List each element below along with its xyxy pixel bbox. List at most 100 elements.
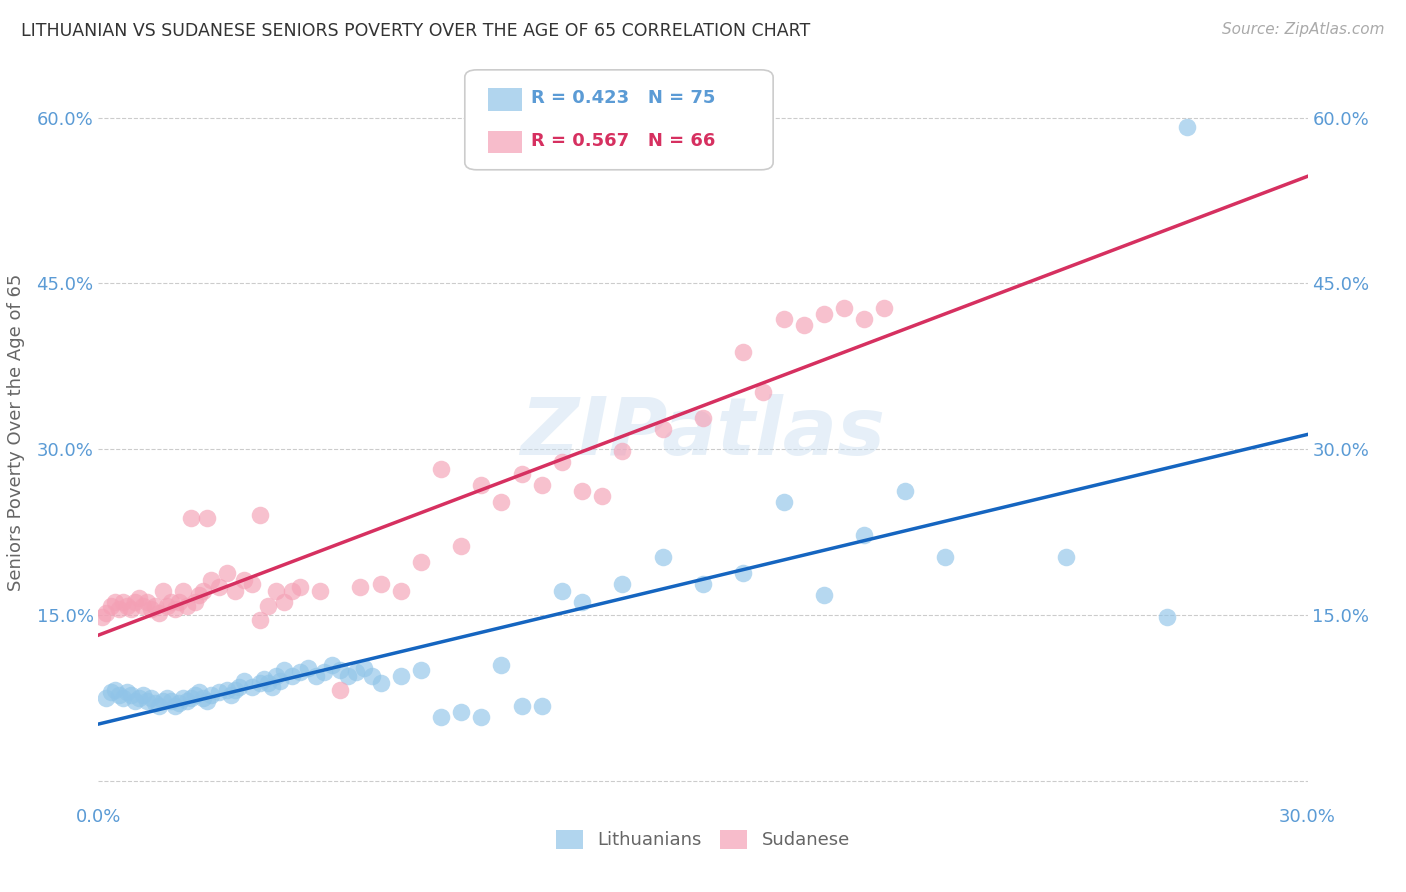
Point — [692, 411, 714, 425]
Point — [221, 688, 243, 702]
Point — [107, 602, 129, 616]
Point — [1156, 610, 1178, 624]
Point — [152, 583, 174, 598]
Point — [176, 599, 198, 613]
Point — [195, 510, 218, 524]
Point — [148, 698, 170, 713]
Point — [264, 669, 287, 683]
Point — [217, 566, 239, 580]
Point — [120, 688, 142, 702]
Point — [813, 588, 835, 602]
Point — [193, 690, 215, 705]
Point — [813, 307, 835, 321]
Point — [297, 661, 319, 675]
Point — [139, 602, 162, 616]
Point — [132, 688, 155, 702]
Point — [115, 685, 138, 699]
Point — [188, 685, 211, 699]
Text: ZIPatlas: ZIPatlas — [520, 393, 886, 472]
Point — [160, 694, 183, 708]
Point — [260, 680, 283, 694]
Point — [249, 676, 271, 690]
Point — [450, 540, 472, 554]
Point — [651, 550, 673, 565]
Point — [240, 680, 263, 694]
Point — [305, 669, 328, 683]
Point — [733, 345, 755, 359]
Point — [163, 698, 186, 713]
Point — [111, 595, 134, 609]
Point — [329, 663, 352, 677]
Point — [172, 583, 194, 598]
Point — [530, 698, 553, 713]
Point — [591, 489, 613, 503]
Point — [264, 583, 287, 598]
Point — [208, 580, 231, 594]
Point — [143, 599, 166, 613]
Text: LITHUANIAN VS SUDANESE SENIORS POVERTY OVER THE AGE OF 65 CORRELATION CHART: LITHUANIAN VS SUDANESE SENIORS POVERTY O… — [21, 22, 810, 40]
FancyBboxPatch shape — [488, 130, 522, 153]
Point — [135, 595, 157, 609]
Text: Source: ZipAtlas.com: Source: ZipAtlas.com — [1222, 22, 1385, 37]
Point — [195, 694, 218, 708]
Point — [253, 672, 276, 686]
Point — [314, 665, 336, 680]
Point — [193, 583, 215, 598]
Point — [430, 709, 453, 723]
Point — [224, 683, 246, 698]
Point — [337, 669, 360, 683]
Point — [793, 318, 815, 333]
Point — [96, 606, 118, 620]
Point — [551, 455, 574, 469]
Point — [321, 657, 343, 672]
Point — [281, 583, 304, 598]
Point — [180, 690, 202, 705]
Point — [873, 301, 896, 315]
Point — [132, 599, 155, 613]
Point — [329, 683, 352, 698]
Point — [139, 690, 162, 705]
Point — [353, 661, 375, 675]
Point — [530, 477, 553, 491]
Point — [389, 669, 412, 683]
Point — [309, 583, 332, 598]
Point — [370, 577, 392, 591]
Point — [232, 674, 254, 689]
FancyBboxPatch shape — [465, 70, 773, 169]
Point — [571, 484, 593, 499]
Y-axis label: Seniors Poverty Over the Age of 65: Seniors Poverty Over the Age of 65 — [7, 274, 25, 591]
Point — [176, 694, 198, 708]
Point — [934, 550, 956, 565]
Point — [491, 495, 513, 509]
Point — [124, 694, 146, 708]
Point — [288, 580, 311, 594]
Point — [273, 663, 295, 677]
Point — [184, 595, 207, 609]
Point — [893, 484, 915, 499]
Point — [853, 528, 876, 542]
Point — [853, 311, 876, 326]
Point — [551, 583, 574, 598]
Point — [167, 697, 190, 711]
Point — [450, 705, 472, 719]
Point — [491, 657, 513, 672]
Point — [184, 688, 207, 702]
Point — [224, 583, 246, 598]
Point — [772, 311, 794, 326]
Point — [217, 683, 239, 698]
Point — [288, 665, 311, 680]
Point — [156, 690, 179, 705]
Point — [510, 467, 533, 481]
Point — [135, 694, 157, 708]
Point — [232, 573, 254, 587]
Point — [349, 580, 371, 594]
Point — [733, 566, 755, 580]
Point — [188, 588, 211, 602]
Point — [103, 595, 125, 609]
Point — [208, 685, 231, 699]
Point — [273, 595, 295, 609]
Point — [100, 599, 122, 613]
Point — [148, 606, 170, 620]
Point — [470, 477, 492, 491]
Point — [124, 595, 146, 609]
